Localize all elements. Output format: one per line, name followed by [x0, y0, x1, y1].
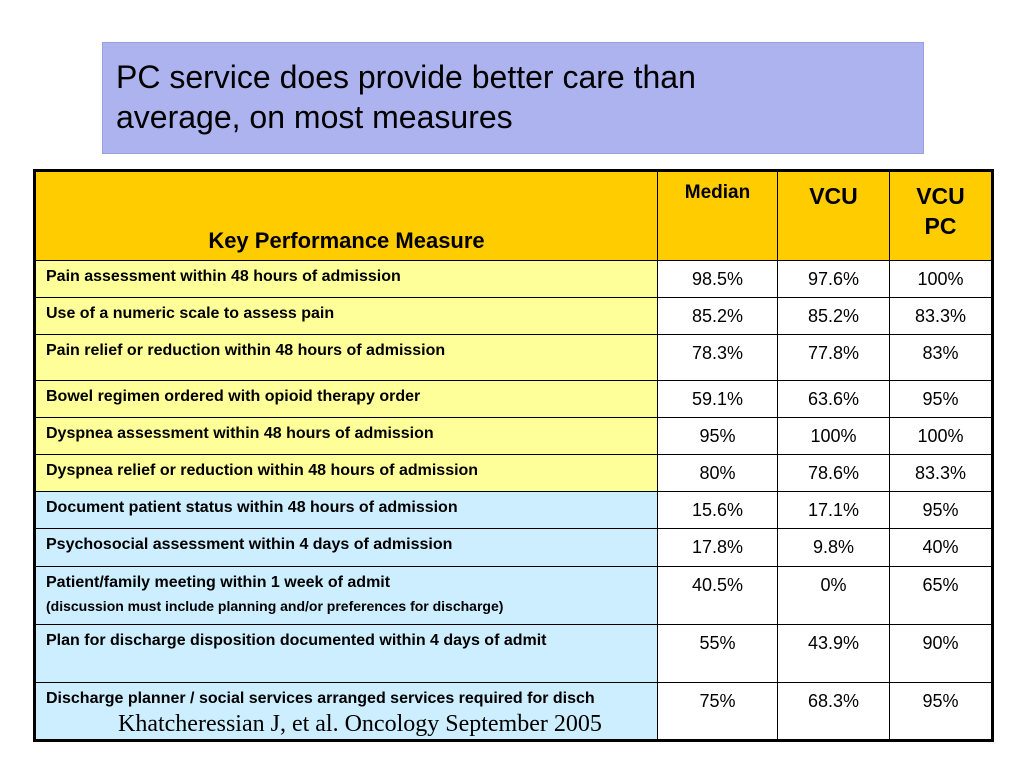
vcu-cell: 78.6% — [777, 454, 890, 492]
vcu-cell: 9.8% — [777, 528, 890, 567]
vcu-pc-cell: 83.3% — [889, 454, 993, 492]
vcu-cell: 43.9% — [777, 624, 890, 683]
vcu-pc-cell: 65% — [889, 566, 993, 625]
header-median: Median — [657, 170, 778, 261]
vcu-cell: 77.8% — [777, 334, 890, 381]
median-cell: 17.8% — [657, 528, 778, 567]
measure-cell: Patient/family meeting within 1 week of … — [34, 566, 658, 625]
vcu-pc-cell: 95% — [889, 491, 993, 529]
measure-cell: Pain relief or reduction within 48 hours… — [34, 334, 658, 381]
table-row: Pain relief or reduction within 48 hours… — [34, 334, 993, 381]
median-cell: 85.2% — [657, 297, 778, 335]
table-row: Document patient status within 48 hours … — [34, 491, 993, 529]
header-vcu: VCU — [777, 170, 890, 261]
measure-cell: Document patient status within 48 hours … — [34, 491, 658, 529]
median-cell: 55% — [657, 624, 778, 683]
table-row: Dyspnea relief or reduction within 48 ho… — [34, 454, 993, 492]
table-row: Patient/family meeting within 1 week of … — [34, 566, 993, 625]
measure-subtext: (discussion must include planning and/or… — [46, 598, 504, 614]
measure-cell: Pain assessment within 48 hours of admis… — [34, 260, 658, 298]
median-cell: 75% — [657, 682, 778, 741]
vcu-cell: 85.2% — [777, 297, 890, 335]
table-row: Use of a numeric scale to assess pain 85… — [34, 297, 993, 335]
header-vcu-pc: VCU PC — [889, 170, 993, 261]
vcu-pc-cell: 95% — [889, 682, 993, 741]
vcu-cell: 100% — [777, 417, 890, 455]
vcu-pc-cell: 100% — [889, 417, 993, 455]
slide-title: PC service does provide better care than… — [102, 42, 924, 154]
performance-table: Key Performance Measure Median VCU VCU P… — [33, 169, 994, 742]
vcu-pc-cell: 90% — [889, 624, 993, 683]
vcu-cell: 0% — [777, 566, 890, 625]
citation: Khatcheressian J, et al. Oncology Septem… — [118, 711, 602, 737]
vcu-cell: 97.6% — [777, 260, 890, 298]
measure-text: Patient/family meeting within 1 week of … — [46, 574, 391, 591]
header-measure: Key Performance Measure — [34, 170, 658, 261]
median-cell: 78.3% — [657, 334, 778, 381]
measure-cell: Psychosocial assessment within 4 days of… — [34, 528, 658, 567]
measure-cell: Bowel regimen ordered with opioid therap… — [34, 380, 658, 418]
table-row: Discharge planner / social services arra… — [34, 682, 993, 741]
measure-cell: Discharge planner / social services arra… — [34, 682, 658, 741]
slide-title-line-2: average, on most measures — [116, 99, 513, 135]
vcu-pc-cell: 100% — [889, 260, 993, 298]
vcu-cell: 17.1% — [777, 491, 890, 529]
vcu-pc-cell: 40% — [889, 528, 993, 567]
median-cell: 80% — [657, 454, 778, 492]
vcu-pc-cell: 95% — [889, 380, 993, 418]
header-vcu-pc-line-2: PC — [924, 213, 957, 239]
measure-cell: Use of a numeric scale to assess pain — [34, 297, 658, 335]
measure-cell: Plan for discharge disposition documente… — [34, 624, 658, 683]
median-cell: 98.5% — [657, 260, 778, 298]
table-row: Psychosocial assessment within 4 days of… — [34, 528, 993, 567]
vcu-cell: 63.6% — [777, 380, 890, 418]
header-vcu-pc-line-1: VCU — [916, 183, 965, 209]
table-row: Plan for discharge disposition documente… — [34, 624, 993, 683]
table-row: Pain assessment within 48 hours of admis… — [34, 260, 993, 298]
measure-cell: Dyspnea relief or reduction within 48 ho… — [34, 454, 658, 492]
median-cell: 59.1% — [657, 380, 778, 418]
table-row: Dyspnea assessment within 48 hours of ad… — [34, 417, 993, 455]
table-row: Bowel regimen ordered with opioid therap… — [34, 380, 993, 418]
median-cell: 40.5% — [657, 566, 778, 625]
table-header-row: Key Performance Measure Median VCU VCU P… — [34, 170, 993, 261]
slide-title-line-1: PC service does provide better care than — [116, 59, 696, 95]
median-cell: 15.6% — [657, 491, 778, 529]
median-cell: 95% — [657, 417, 778, 455]
measure-cell: Dyspnea assessment within 48 hours of ad… — [34, 417, 658, 455]
vcu-pc-cell: 83% — [889, 334, 993, 381]
vcu-pc-cell: 83.3% — [889, 297, 993, 335]
vcu-cell: 68.3% — [777, 682, 890, 741]
